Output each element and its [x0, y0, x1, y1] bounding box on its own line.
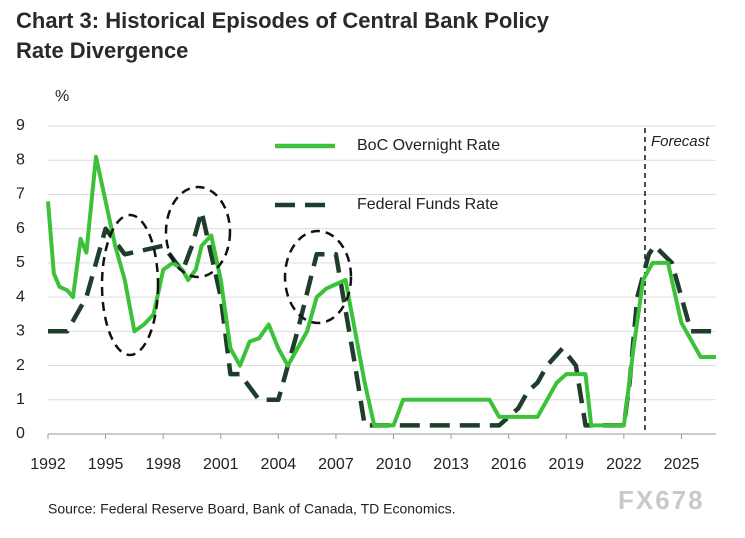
y-tick-label: 0 [16, 425, 25, 442]
x-tick-label: 2022 [606, 456, 642, 473]
x-tick-label: 2019 [548, 456, 584, 473]
y-tick-label: 1 [16, 391, 25, 408]
line-series [46, 154, 716, 428]
highlight-circle [283, 229, 353, 325]
highlight-circle [100, 213, 160, 357]
x-tick-label: 1992 [30, 456, 66, 473]
chart-title: Rate Divergence [16, 38, 188, 63]
x-tick-label: 2004 [261, 456, 297, 473]
x-tick-label: 2016 [491, 456, 527, 473]
x-tick-label: 2001 [203, 456, 239, 473]
y-tick-label: 5 [16, 254, 25, 271]
annotation: Forecast [651, 133, 710, 150]
legend-label: Federal Funds Rate [357, 196, 499, 213]
y-tick-label: 4 [16, 288, 25, 305]
x-tick-label: 2025 [664, 456, 700, 473]
y-tick-label: 8 [16, 151, 25, 168]
legend-label: BoC Overnight Rate [357, 137, 500, 154]
x-tick-label: 1998 [145, 456, 181, 473]
highlight-circle [164, 185, 232, 279]
x-tick-label: 2010 [376, 456, 412, 473]
watermark: FX678 [618, 485, 705, 515]
y-tick-label: 9 [16, 117, 25, 134]
x-tick-label: 2013 [433, 456, 469, 473]
y-tick-label: 3 [16, 323, 25, 340]
highlight-circles [100, 185, 353, 357]
x-tick-label: 2007 [318, 456, 354, 473]
y-tick-label: 2 [16, 357, 25, 374]
source: Source: Federal Reserve Board, Bank of C… [48, 501, 456, 517]
y-tick-label: 6 [16, 220, 25, 237]
y-axis-label: % [55, 88, 69, 105]
y-tick-label: 7 [16, 186, 25, 203]
chart-title: Chart 3: Historical Episodes of Central … [16, 8, 550, 33]
x-tick-label: 1995 [88, 456, 124, 473]
